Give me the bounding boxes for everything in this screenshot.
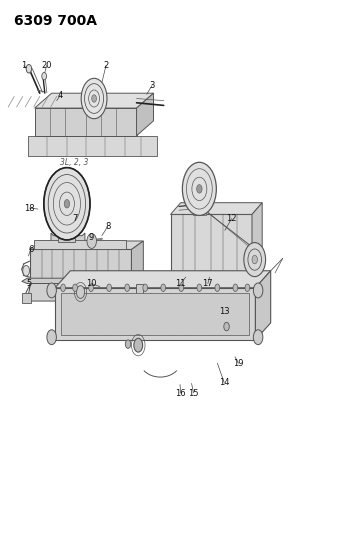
- Circle shape: [76, 286, 85, 298]
- Text: 20: 20: [41, 61, 52, 70]
- Text: 9: 9: [88, 233, 93, 242]
- Polygon shape: [136, 93, 153, 136]
- Text: 17: 17: [203, 279, 213, 288]
- Circle shape: [224, 322, 229, 331]
- Circle shape: [253, 283, 263, 298]
- Text: 15: 15: [188, 389, 199, 398]
- Text: 4: 4: [58, 91, 63, 100]
- Circle shape: [197, 284, 202, 292]
- Bar: [193, 210, 206, 215]
- Polygon shape: [255, 271, 271, 340]
- Circle shape: [44, 167, 90, 240]
- Text: 19: 19: [233, 359, 244, 368]
- Text: 2: 2: [103, 61, 108, 70]
- Circle shape: [47, 283, 56, 298]
- Circle shape: [245, 284, 250, 292]
- Text: 18: 18: [24, 204, 35, 213]
- Circle shape: [233, 284, 238, 292]
- Bar: [88, 100, 100, 107]
- Circle shape: [125, 340, 131, 349]
- Text: 12: 12: [226, 214, 237, 223]
- Circle shape: [42, 72, 46, 80]
- Polygon shape: [30, 249, 131, 284]
- Text: 14: 14: [219, 378, 229, 387]
- Bar: [22, 293, 31, 303]
- Text: 6: 6: [28, 245, 33, 254]
- Bar: [34, 240, 126, 249]
- Bar: [170, 214, 252, 284]
- Circle shape: [179, 284, 184, 292]
- Polygon shape: [51, 233, 85, 249]
- Circle shape: [23, 265, 30, 276]
- Polygon shape: [252, 203, 262, 284]
- Text: 8: 8: [105, 222, 110, 231]
- Text: 6309 700A: 6309 700A: [14, 14, 97, 28]
- Circle shape: [61, 284, 65, 292]
- Polygon shape: [35, 93, 153, 108]
- Bar: [136, 284, 143, 294]
- Circle shape: [73, 284, 77, 292]
- Text: 7: 7: [73, 214, 78, 223]
- Circle shape: [197, 184, 202, 193]
- Circle shape: [81, 78, 107, 119]
- Text: 13: 13: [220, 307, 230, 316]
- Text: 1: 1: [21, 61, 26, 70]
- Polygon shape: [55, 271, 271, 288]
- Polygon shape: [35, 108, 136, 136]
- Circle shape: [92, 95, 97, 102]
- Circle shape: [182, 163, 216, 215]
- Circle shape: [253, 330, 263, 345]
- Circle shape: [47, 330, 56, 345]
- Text: 16: 16: [175, 389, 186, 398]
- Polygon shape: [30, 241, 143, 249]
- Bar: [61, 293, 249, 335]
- Polygon shape: [55, 288, 255, 340]
- Text: 10: 10: [87, 279, 97, 288]
- Circle shape: [26, 64, 32, 73]
- Circle shape: [125, 284, 130, 292]
- Circle shape: [134, 338, 143, 352]
- Circle shape: [87, 233, 97, 248]
- Bar: [58, 237, 75, 242]
- Circle shape: [89, 284, 93, 292]
- Circle shape: [143, 284, 148, 292]
- Circle shape: [244, 243, 266, 277]
- Polygon shape: [131, 241, 143, 284]
- Text: 3L, 2, 3: 3L, 2, 3: [60, 158, 88, 167]
- Text: 11: 11: [175, 279, 186, 288]
- Polygon shape: [22, 276, 140, 284]
- Polygon shape: [170, 203, 262, 214]
- Circle shape: [161, 284, 166, 292]
- Circle shape: [64, 199, 70, 208]
- Circle shape: [215, 284, 220, 292]
- Text: 3: 3: [149, 81, 154, 90]
- Circle shape: [107, 284, 112, 292]
- Text: 5: 5: [26, 279, 31, 288]
- Bar: [28, 136, 157, 156]
- Circle shape: [252, 255, 257, 264]
- Polygon shape: [28, 284, 133, 301]
